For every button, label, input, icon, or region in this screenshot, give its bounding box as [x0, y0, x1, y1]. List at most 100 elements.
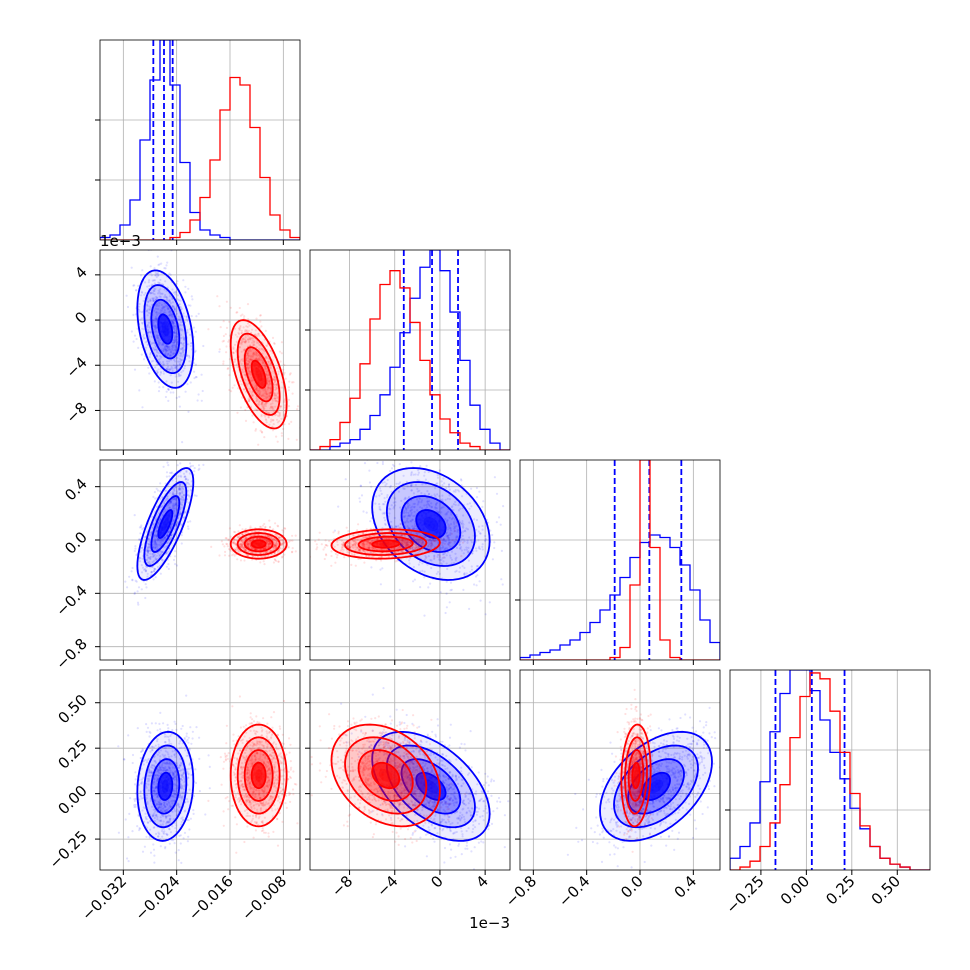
sample-point	[249, 358, 252, 361]
sample-point	[157, 552, 160, 555]
sample-point	[156, 538, 159, 541]
sample-point	[358, 497, 361, 500]
sample-point	[243, 340, 246, 344]
sample-point	[173, 505, 176, 508]
sample-point	[147, 549, 151, 552]
sample-point	[144, 570, 147, 573]
sample-point	[240, 362, 243, 365]
sample-point	[172, 492, 175, 495]
sample-point	[269, 407, 272, 410]
sample-point	[159, 295, 162, 298]
sample-point	[468, 607, 471, 611]
sample-point	[264, 526, 267, 529]
sample-point	[320, 543, 323, 546]
sample-point	[173, 352, 176, 355]
sample-point	[275, 559, 278, 563]
sample-point	[144, 596, 147, 600]
sample-point	[167, 539, 171, 542]
sample-point	[166, 534, 169, 537]
sample-point	[174, 364, 177, 367]
sample-point	[167, 353, 170, 356]
sample-point	[170, 347, 173, 350]
sample-point	[154, 287, 157, 290]
sample-point	[149, 534, 152, 537]
sample-point	[152, 570, 156, 573]
sample-point	[169, 313, 172, 316]
sample-point	[146, 285, 149, 288]
sample-point	[152, 289, 155, 293]
sample-point	[229, 548, 232, 551]
sample-point	[156, 336, 159, 339]
sample-point	[176, 298, 179, 301]
sample-point	[248, 360, 251, 363]
sample-point	[172, 331, 176, 334]
sample-point	[162, 363, 166, 366]
sample-point	[179, 329, 182, 332]
sample-point	[423, 614, 426, 617]
sample-point	[130, 330, 133, 333]
sample-point	[182, 494, 185, 497]
sample-point	[159, 572, 162, 575]
sample-point	[259, 561, 262, 564]
sample-point	[153, 567, 156, 571]
sample-point	[174, 563, 177, 566]
sample-point	[291, 392, 294, 395]
sample-point	[159, 338, 162, 341]
sample-point	[178, 494, 181, 497]
sample-point	[173, 515, 176, 518]
sample-point	[174, 293, 177, 296]
sample-point	[283, 406, 287, 409]
sample-point	[161, 307, 164, 310]
sample-point	[179, 488, 182, 491]
sample-point	[180, 475, 183, 478]
sample-point	[171, 492, 174, 496]
sample-point	[265, 393, 268, 396]
sample-point	[145, 310, 148, 313]
sample-point	[161, 513, 164, 516]
sample-point	[252, 344, 255, 347]
sample-point	[499, 523, 502, 526]
sample-point	[261, 406, 265, 409]
sample-point	[247, 318, 250, 321]
sample-point	[173, 308, 176, 311]
sample-point	[159, 482, 162, 485]
sample-point	[287, 546, 291, 549]
sample-point	[250, 359, 253, 362]
sample-point	[153, 380, 156, 383]
sample-point	[247, 397, 250, 400]
sample-point	[273, 394, 276, 398]
sample-point	[163, 309, 166, 312]
sample-point	[160, 309, 163, 312]
sample-point	[159, 490, 162, 493]
sample-point	[287, 405, 291, 408]
sample-point	[149, 299, 152, 302]
sample-point	[161, 504, 164, 507]
sample-point	[226, 367, 229, 371]
sample-point	[201, 389, 204, 393]
sample-point	[167, 314, 170, 317]
sample-point	[233, 358, 236, 361]
sample-point	[176, 341, 179, 344]
sample-point	[182, 315, 185, 318]
sample-point	[186, 481, 189, 485]
sample-point	[143, 337, 146, 340]
sample-point	[291, 534, 294, 537]
sample-point	[167, 345, 170, 349]
sample-point	[168, 354, 171, 357]
sample-point	[420, 454, 422, 456]
sample-point	[251, 328, 254, 331]
sample-point	[133, 591, 136, 594]
sample-point	[174, 513, 177, 517]
sample-point	[197, 393, 200, 396]
sample-point	[252, 351, 255, 354]
sample-point	[370, 485, 373, 488]
sample-point	[222, 320, 225, 323]
sample-point	[182, 487, 185, 491]
sample-point	[488, 601, 491, 604]
sample-point	[244, 378, 247, 381]
sample-point	[263, 387, 267, 390]
sample-point	[278, 420, 281, 423]
sample-point	[265, 396, 269, 399]
sample-point	[181, 348, 184, 351]
sample-point	[163, 295, 166, 299]
